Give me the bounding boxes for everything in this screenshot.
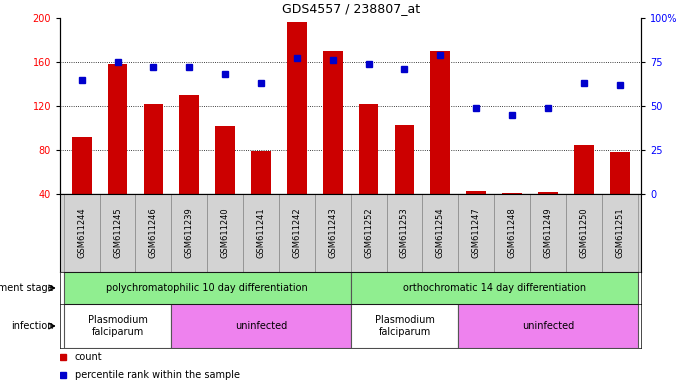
Bar — [144, 104, 163, 194]
Text: GSM611250: GSM611250 — [579, 208, 588, 258]
Bar — [171, 304, 351, 348]
Bar — [386, 194, 422, 272]
Bar — [351, 194, 386, 272]
Text: Plasmodium
falciparum: Plasmodium falciparum — [375, 315, 435, 337]
Text: uninfected: uninfected — [522, 321, 574, 331]
Bar — [602, 194, 638, 272]
Bar — [538, 192, 558, 194]
Text: count: count — [75, 352, 102, 362]
Bar — [351, 304, 458, 348]
Text: GSM611254: GSM611254 — [436, 208, 445, 258]
Bar — [171, 194, 207, 272]
Bar — [494, 194, 530, 272]
Bar — [108, 64, 127, 194]
Text: GSM611242: GSM611242 — [292, 208, 301, 258]
Bar — [323, 51, 343, 194]
Text: uninfected: uninfected — [235, 321, 287, 331]
Text: GSM611243: GSM611243 — [328, 208, 337, 258]
Bar — [64, 304, 171, 348]
Bar — [251, 151, 271, 194]
Bar — [100, 194, 135, 272]
Bar — [610, 152, 630, 194]
Bar — [530, 194, 566, 272]
Bar — [243, 194, 279, 272]
Text: GSM611245: GSM611245 — [113, 208, 122, 258]
Bar — [351, 272, 638, 304]
Bar — [422, 194, 458, 272]
Text: infection: infection — [10, 321, 53, 331]
Text: orthochromatic 14 day differentiation: orthochromatic 14 day differentiation — [403, 283, 586, 293]
Bar — [72, 137, 91, 194]
Text: Plasmodium
falciparum: Plasmodium falciparum — [88, 315, 147, 337]
Text: GSM611240: GSM611240 — [220, 208, 229, 258]
Bar — [64, 194, 100, 272]
Text: GSM611249: GSM611249 — [544, 208, 553, 258]
Bar — [315, 194, 351, 272]
Text: development stage: development stage — [0, 283, 53, 293]
Bar — [279, 194, 315, 272]
Bar — [574, 144, 594, 194]
Bar — [566, 194, 602, 272]
Bar — [180, 95, 199, 194]
Text: GSM611239: GSM611239 — [184, 208, 193, 258]
Bar — [359, 104, 379, 194]
Text: GSM611246: GSM611246 — [149, 208, 158, 258]
Text: GSM611253: GSM611253 — [400, 208, 409, 258]
Bar — [135, 194, 171, 272]
Text: polychromatophilic 10 day differentiation: polychromatophilic 10 day differentiatio… — [106, 283, 308, 293]
Bar — [430, 51, 451, 194]
Bar — [458, 194, 494, 272]
Bar — [458, 304, 638, 348]
Bar — [502, 193, 522, 194]
Bar — [466, 191, 486, 194]
Bar — [64, 272, 351, 304]
Text: GSM611241: GSM611241 — [256, 208, 265, 258]
Title: GDS4557 / 238807_at: GDS4557 / 238807_at — [282, 2, 419, 15]
Bar — [287, 22, 307, 194]
Bar — [207, 194, 243, 272]
Text: GSM611248: GSM611248 — [508, 208, 517, 258]
Text: GSM611247: GSM611247 — [472, 208, 481, 258]
Bar — [395, 125, 415, 194]
Text: GSM611252: GSM611252 — [364, 208, 373, 258]
Bar — [216, 126, 235, 194]
Text: GSM611251: GSM611251 — [615, 208, 624, 258]
Text: percentile rank within the sample: percentile rank within the sample — [75, 370, 240, 380]
Text: GSM611244: GSM611244 — [77, 208, 86, 258]
